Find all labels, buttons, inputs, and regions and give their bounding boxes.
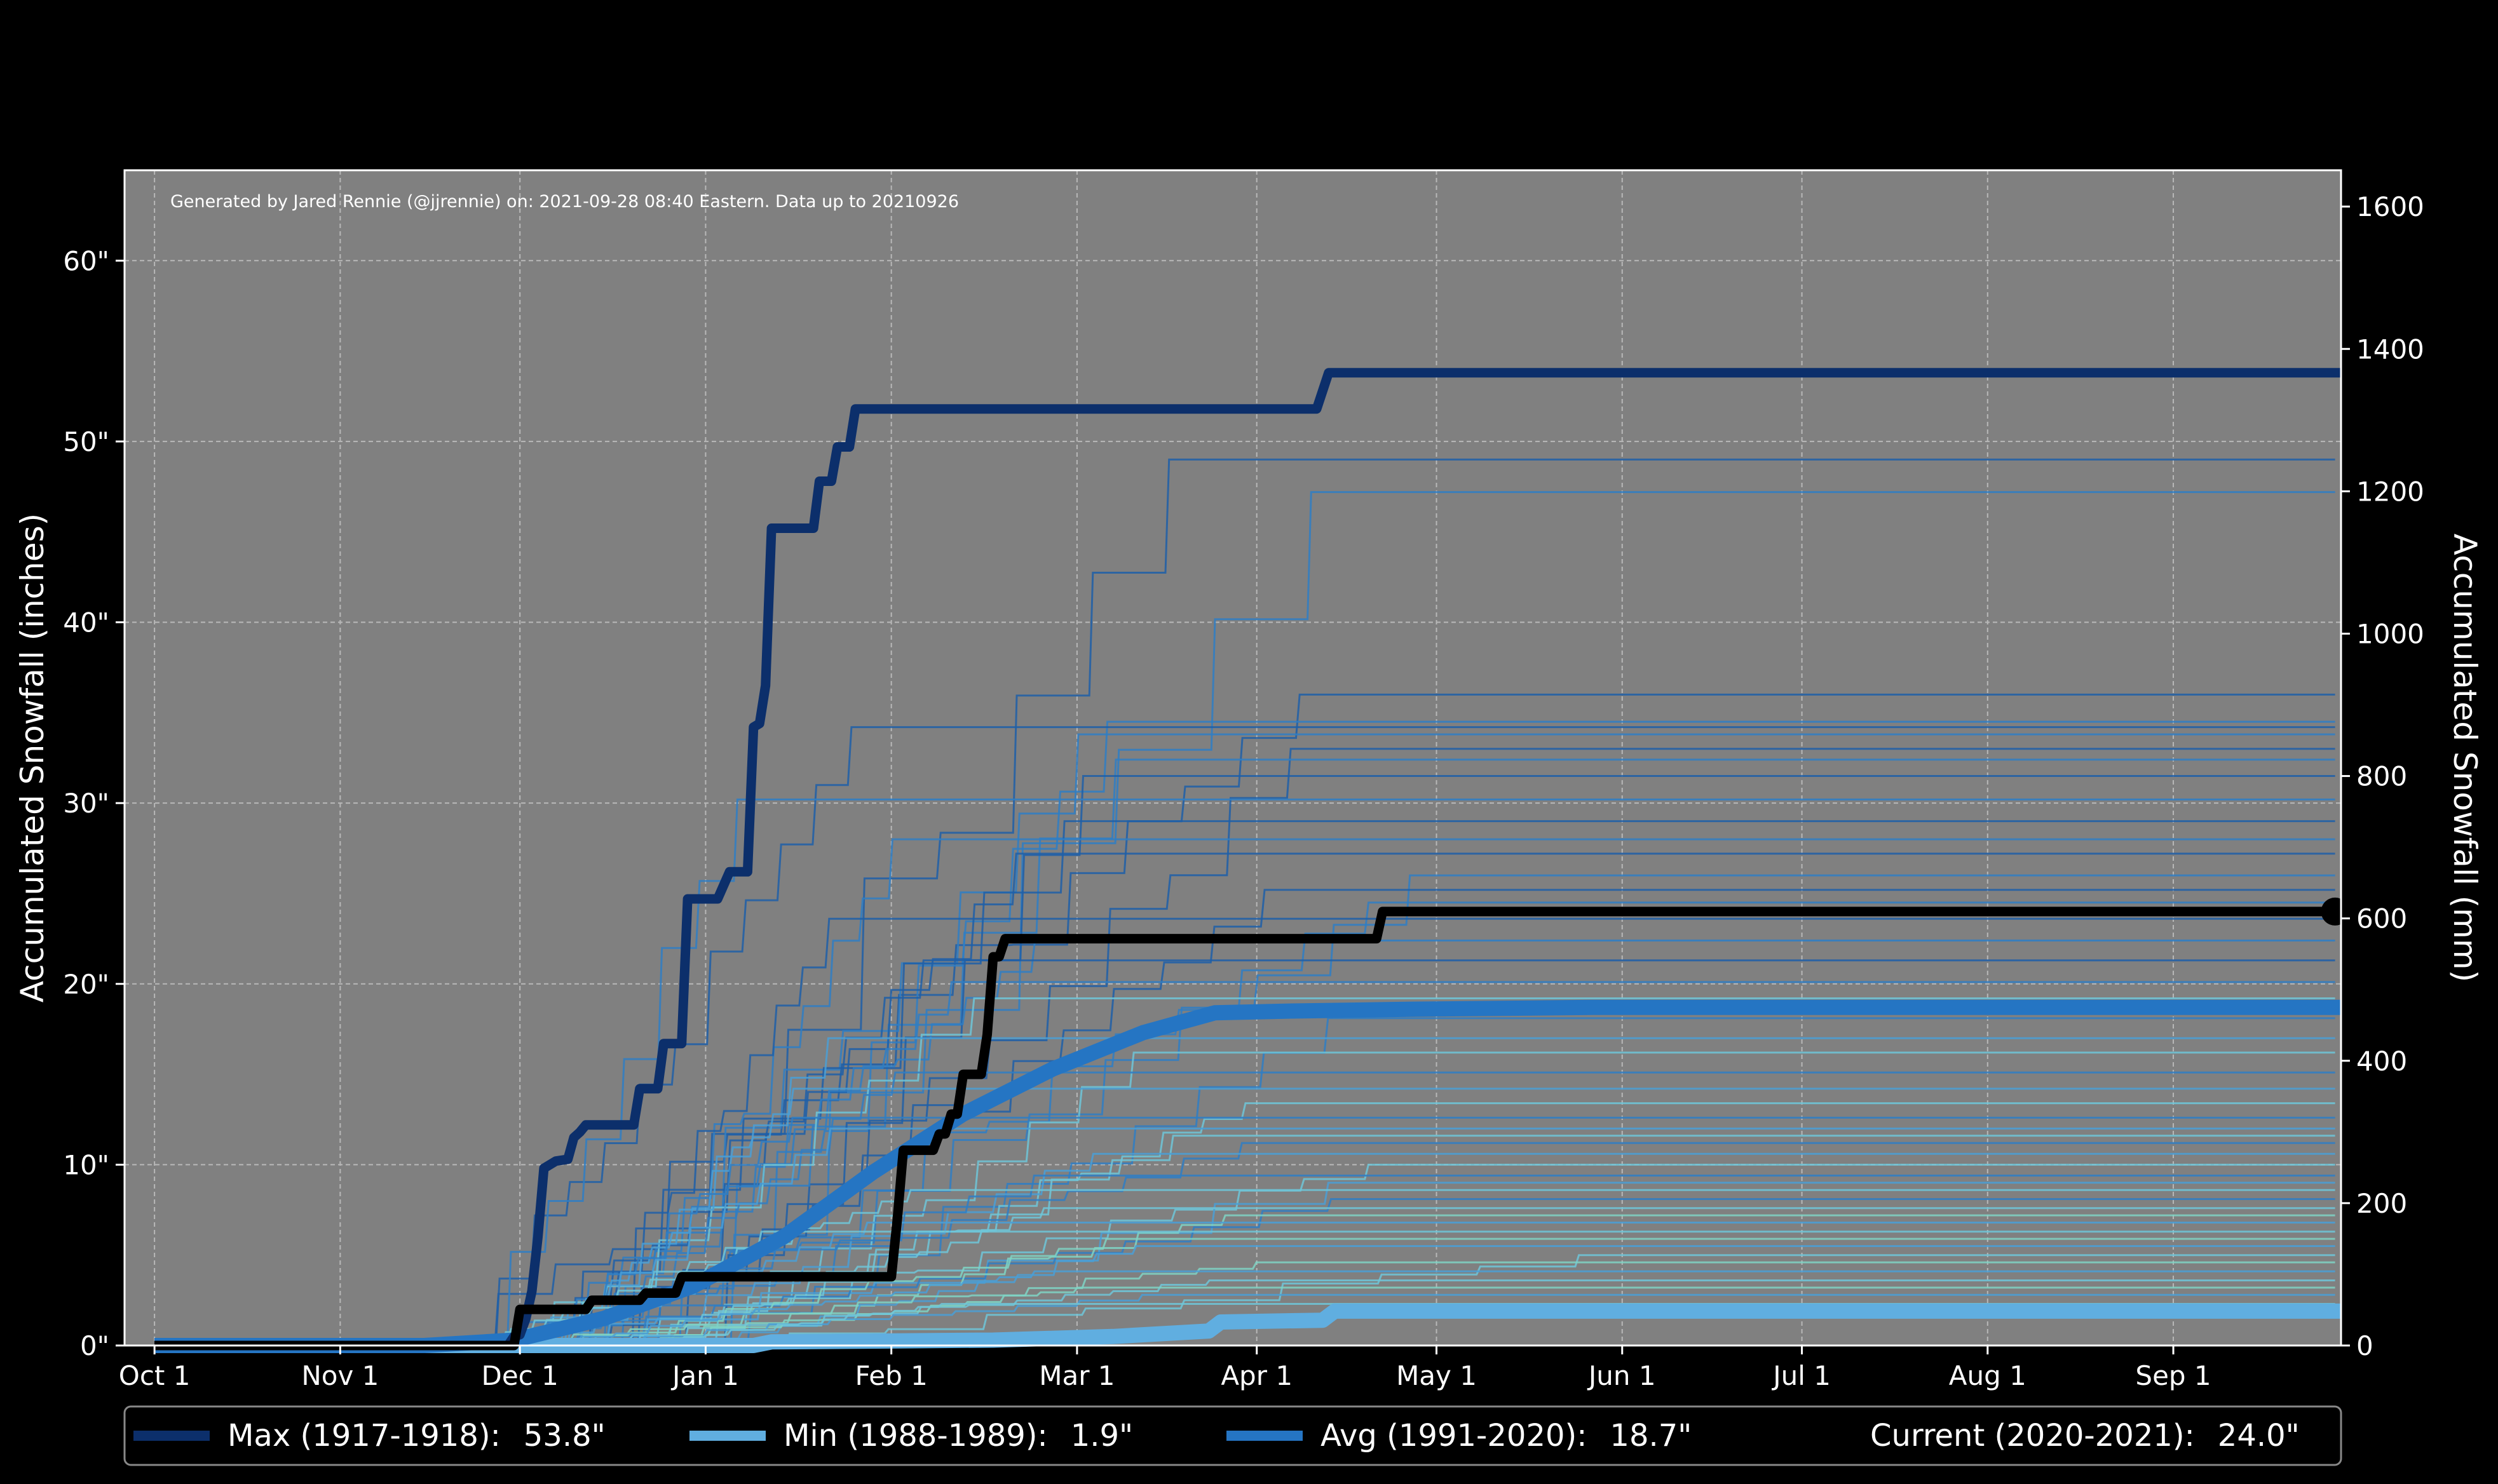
avg-series-line xyxy=(154,999,2341,1353)
y-tick-label: 60" xyxy=(63,245,109,276)
legend-value: 24.0" xyxy=(2218,1418,2300,1454)
historical-season-line xyxy=(154,1231,2335,1347)
current-endpoint-marker xyxy=(2321,897,2349,926)
y-right-tick-label: 1000 xyxy=(2356,618,2424,649)
legend-label: Min (1988-1989): xyxy=(784,1418,1048,1454)
y-right-tick-label: 400 xyxy=(2356,1046,2407,1077)
legend-entry: Max (1917-1918): 53.8" xyxy=(227,1418,606,1454)
historical-season-line xyxy=(154,1152,2335,1347)
y-tick-label: 40" xyxy=(63,607,109,638)
historical-season-line xyxy=(154,889,2335,1347)
legend-entry: Current (2020-2021): 24.0" xyxy=(1870,1418,2300,1454)
historical-season-line xyxy=(154,1270,2335,1347)
x-axis: Oct 1 Nov 1 Dec 1 Jan 1 Feb 1 Mar 1 Apr 1 May 1… xyxy=(119,1346,2211,1391)
y-tick-label: 30" xyxy=(63,788,109,819)
historical-season-line xyxy=(154,853,2335,1347)
y-right-tick-label: 1600 xyxy=(2356,191,2424,222)
legend-entry: Min (1988-1989): 1.9" xyxy=(784,1418,1133,1454)
x-tick-label: Sep 1 xyxy=(2135,1360,2211,1391)
y-right-tick-label: 800 xyxy=(2356,761,2407,792)
y-right-tick-label: 1200 xyxy=(2356,476,2424,507)
x-tick-label: Dec 1 xyxy=(482,1360,559,1391)
y-axis-right: 0 200 400 600 800 1000 1200 1400 1600 xyxy=(2341,191,2424,1361)
x-tick-label: Apr 1 xyxy=(1221,1360,1293,1391)
y-tick-label: 20" xyxy=(63,969,109,1000)
x-tick-label: Aug 1 xyxy=(1949,1360,2026,1391)
historical-season-line xyxy=(154,1051,2335,1347)
historical-season-line xyxy=(154,1214,2335,1347)
chart-subtitle: GHCN-D ID= USC00335786 | LAT= 39.9317 | … xyxy=(276,126,2221,162)
historical-season-line xyxy=(154,1254,2335,1347)
legend-label: Max (1917-1918): xyxy=(227,1418,501,1454)
y-tick-label: 10" xyxy=(63,1149,109,1180)
historical-season-line xyxy=(154,799,2335,1347)
gridlines xyxy=(125,170,2341,1346)
plot-area xyxy=(125,170,2341,1346)
x-tick-label: Jan 1 xyxy=(670,1360,739,1391)
y-tick-label: 50" xyxy=(63,426,109,457)
legend: Max (1917-1918): 53.8" Min (1988-1989): 1.9… xyxy=(123,1405,2342,1466)
legend-label: Avg (1991-2020): xyxy=(1320,1418,1587,1454)
credit-annotation: Generated by Jared Rennie (@jjrennie) on… xyxy=(170,192,959,212)
chart-title: 2020-2021 Accumulated Snowfall For New_C… xyxy=(512,8,1985,70)
x-tick-label: Jun 1 xyxy=(1587,1360,1656,1391)
y-axis-label-right: Accumulated Snowfall (mm) xyxy=(2447,534,2483,982)
y-right-tick-label: 600 xyxy=(2356,903,2407,934)
series-lines xyxy=(154,368,2349,1353)
x-tick-label: Nov 1 xyxy=(301,1360,379,1391)
y-right-tick-label: 1400 xyxy=(2356,334,2424,365)
x-tick-label: Jul 1 xyxy=(1771,1360,1831,1391)
x-tick-label: Oct 1 xyxy=(119,1360,191,1391)
historical-season-line xyxy=(154,997,2335,1347)
historical-season-line xyxy=(154,458,2335,1347)
historical-season-line xyxy=(154,1245,2335,1347)
legend-label: Current (2020-2021): xyxy=(1870,1418,2195,1454)
min-series-line xyxy=(154,1303,2341,1353)
legend-value: 18.7" xyxy=(1610,1418,1692,1454)
historical-season-line xyxy=(154,1175,2335,1347)
historical-season-line xyxy=(154,1261,2335,1347)
legend-value: 53.8" xyxy=(524,1418,606,1454)
plot-frame xyxy=(123,169,2342,1347)
current-series-line xyxy=(154,907,2335,1351)
historical-season-line xyxy=(154,1135,2335,1347)
y-tick-label: 0" xyxy=(80,1330,109,1361)
max-series-line xyxy=(154,368,2341,1351)
x-tick-label: Feb 1 xyxy=(855,1360,927,1391)
y-axis-label-left: Accumulated Snowfall (inches) xyxy=(14,513,51,1002)
legend-value: 1.9" xyxy=(1071,1418,1133,1454)
x-tick-label: Mar 1 xyxy=(1039,1360,1115,1391)
y-right-tick-label: 0 xyxy=(2356,1330,2373,1361)
y-right-tick-label: 200 xyxy=(2356,1188,2407,1219)
x-tick-label: May 1 xyxy=(1396,1360,1477,1391)
y-axis-left: 0" 10" 20" 30" 40" 50" 60" xyxy=(63,245,125,1361)
legend-entry: Avg (1991-2020): 18.7" xyxy=(1320,1418,1692,1454)
